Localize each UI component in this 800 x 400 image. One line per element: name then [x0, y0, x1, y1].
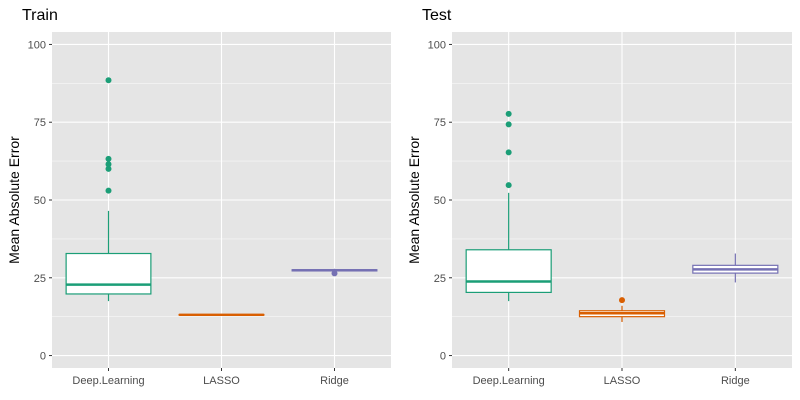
box-ridge: [692, 253, 779, 283]
box-deep-learning: [65, 77, 152, 302]
outlier-point: [505, 110, 512, 117]
y-tick-label: 75: [434, 117, 446, 129]
x-tick-label: Deep.Learning: [473, 375, 545, 387]
x-tick-label: Deep.Learning: [72, 375, 144, 387]
y-tick-label: 75: [34, 117, 46, 129]
outlier-point: [619, 297, 625, 304]
y-tick-label: 100: [428, 39, 446, 51]
y-axis-title: Mean Absolute Error: [406, 136, 422, 264]
panel-train: 0 25 50 75 100 Deep.Learning LASSO Ridge: [28, 32, 391, 387]
outlier-point: [105, 187, 112, 194]
outlier-point: [505, 149, 512, 156]
y-tick-label: 0: [440, 351, 446, 363]
y-tick-label: 0: [40, 351, 46, 363]
outlier-point: [105, 165, 112, 172]
y-axis-title: Mean Absolute Error: [6, 136, 22, 264]
x-tick-label: Ridge: [320, 375, 349, 387]
box-iqr: [65, 252, 152, 295]
box-ridge: [291, 268, 378, 277]
box-deep-learning: [465, 110, 552, 302]
panel-test: 0 25 50 75 100 Deep.Learning LASSO Ridge: [428, 32, 792, 387]
x-tick-label: LASSO: [604, 375, 641, 387]
y-tick-label: 25: [434, 273, 446, 285]
outlier-point: [331, 270, 338, 277]
box-iqr: [465, 249, 552, 293]
outlier-point: [505, 121, 512, 128]
y-tick-label: 50: [34, 195, 46, 207]
x-tick-label: Ridge: [721, 375, 750, 387]
box-lasso: [578, 297, 666, 322]
outlier-point: [105, 77, 112, 84]
y-tick-label: 100: [28, 39, 46, 51]
panel-title: Train: [22, 7, 58, 24]
y-tick-label: 25: [34, 273, 46, 285]
y-tick-label: 50: [434, 195, 446, 207]
x-tick-label: LASSO: [203, 375, 240, 387]
box-lasso: [178, 313, 265, 316]
panel-title: Test: [422, 7, 452, 24]
outlier-point: [105, 155, 112, 162]
outlier-point: [105, 161, 112, 168]
outlier-point: [505, 182, 512, 189]
